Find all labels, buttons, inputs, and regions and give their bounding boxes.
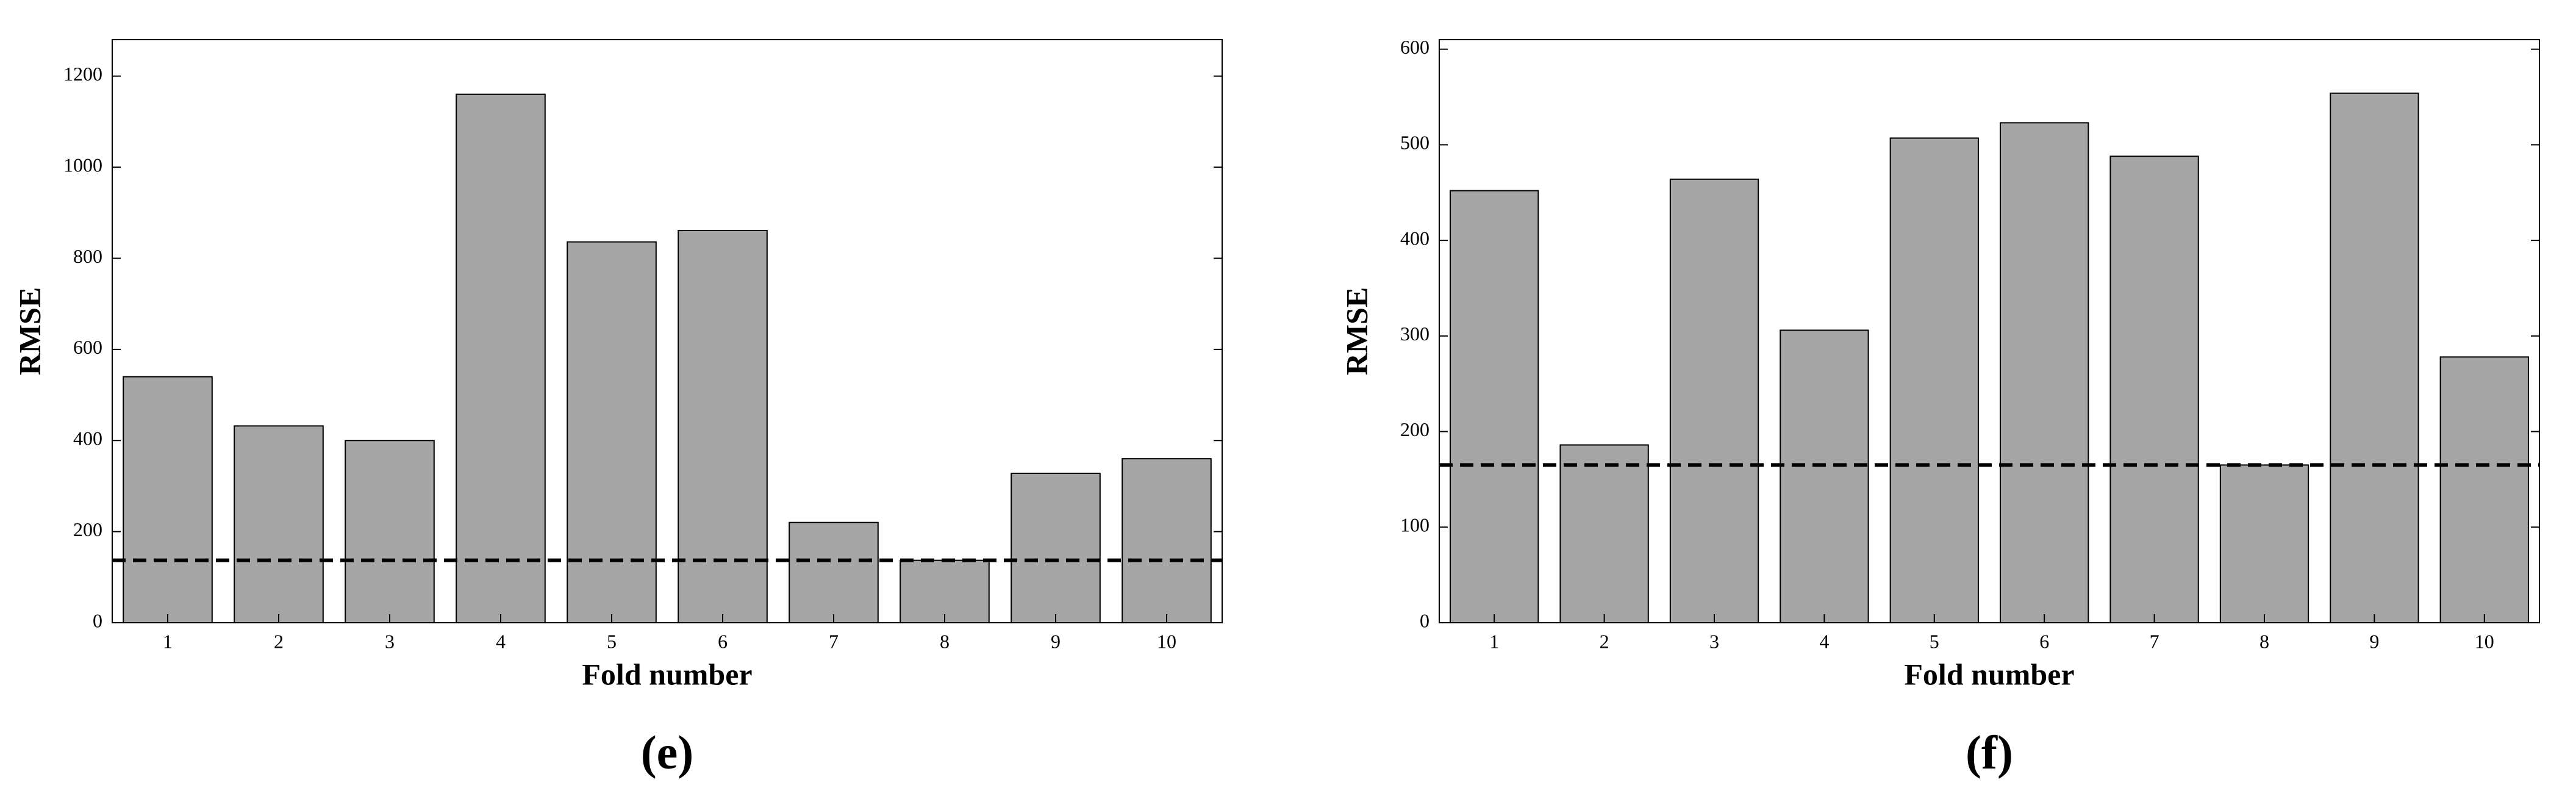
y-tick-label: 200 — [73, 518, 102, 540]
x-tick-label: 1 — [163, 630, 173, 652]
x-tick-label: 6 — [718, 630, 728, 652]
x-tick-label: 8 — [940, 630, 950, 652]
x-tick-label: 10 — [1157, 630, 1176, 652]
x-tick-label: 2 — [274, 630, 284, 652]
y-tick-label: 600 — [73, 336, 102, 358]
plot-frame — [1439, 39, 2540, 623]
x-tick-label: 6 — [2039, 630, 2049, 652]
y-tick-label: 0 — [93, 609, 102, 631]
y-tick-label: 400 — [73, 428, 102, 450]
bar — [2330, 92, 2419, 624]
x-tick-label: 1 — [1489, 630, 1499, 652]
x-tick-label: 7 — [829, 630, 839, 652]
plot-frame — [112, 39, 1223, 623]
y-tick-label: 200 — [1400, 418, 1429, 440]
y-tick-label: 500 — [1400, 132, 1429, 154]
bar — [789, 521, 879, 623]
bar — [900, 559, 990, 623]
y-tick-label: 400 — [1400, 227, 1429, 249]
bar — [1559, 444, 1649, 623]
x-tick-label: 10 — [2475, 630, 2494, 652]
x-tick-label: 9 — [1051, 630, 1061, 652]
caption: (e) — [641, 726, 694, 779]
x-tick-label: 2 — [1600, 630, 1609, 652]
bar — [456, 93, 546, 623]
x-tick-label: 4 — [496, 630, 506, 652]
bar — [1669, 178, 1759, 623]
bar — [2000, 122, 2089, 623]
bar — [1780, 329, 1869, 623]
y-tick-label: 600 — [1400, 36, 1429, 58]
x-axis-label: Fold number — [582, 657, 752, 691]
bar — [2219, 464, 2309, 623]
y-tick-label: 1200 — [63, 63, 102, 85]
x-tick-label: 5 — [607, 630, 617, 652]
x-tick-label: 9 — [2369, 630, 2379, 652]
x-axis-label: Fold number — [1904, 657, 2074, 691]
bar — [1011, 473, 1101, 624]
y-tick-label: 100 — [1400, 514, 1429, 536]
bar — [2439, 356, 2529, 623]
bar — [345, 440, 435, 623]
x-tick-label: 8 — [2259, 630, 2269, 652]
caption: (f) — [1966, 726, 2013, 779]
x-tick-label: 7 — [2150, 630, 2159, 652]
bar — [678, 229, 768, 623]
bar — [1889, 137, 1979, 623]
bar — [1122, 458, 1212, 623]
y-tick-label: 1000 — [63, 154, 102, 176]
bar — [2109, 156, 2199, 623]
bar — [567, 241, 657, 623]
y-tick-label: 800 — [73, 245, 102, 267]
bar — [123, 376, 213, 623]
bar — [234, 425, 324, 623]
x-tick-label: 3 — [385, 630, 395, 652]
y-axis-label: RMSE — [1339, 287, 1373, 375]
x-tick-label: 5 — [1930, 630, 1939, 652]
x-tick-label: 4 — [1819, 630, 1829, 652]
y-tick-label: 300 — [1400, 323, 1429, 345]
y-tick-label: 0 — [1420, 609, 1429, 631]
x-tick-label: 3 — [1709, 630, 1719, 652]
y-axis-label: RMSE — [12, 287, 46, 375]
bar — [1450, 190, 1539, 623]
